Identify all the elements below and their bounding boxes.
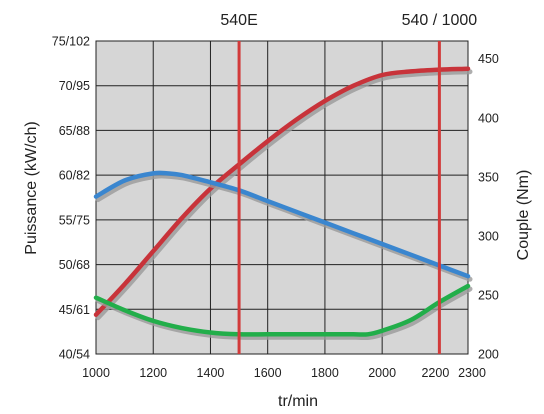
- x-tick-label: 1000: [82, 366, 110, 380]
- series-line-1: [93, 66, 471, 317]
- x-tick-label: 1800: [311, 366, 339, 380]
- series-shadow: [95, 286, 473, 341]
- series-line-3: [93, 283, 471, 337]
- y-right-tick-label: 350: [478, 170, 499, 184]
- y-left-tick-label: 75/102: [52, 35, 90, 49]
- y-left-tick-labels: 40/54 45/61 50/68 55/75 60/82 65/88 70/95 75/10…: [52, 35, 90, 362]
- y-right-tick-labels: 200 250 300 350 400 450: [478, 52, 499, 361]
- y-left-tick-label: 55/75: [59, 213, 90, 227]
- y-left-tick-label: 50/68: [59, 258, 90, 272]
- y-right-tick-label: 300: [478, 229, 499, 243]
- x-tick-label: 2200: [421, 366, 449, 380]
- marker-layer: 540E 540 / 1000: [220, 12, 477, 354]
- x-tick-label: 1400: [197, 366, 225, 380]
- y-right-tick-label: 400: [478, 111, 499, 125]
- y-left-tick-label: 45/61: [59, 303, 90, 317]
- plot-background: [95, 40, 469, 355]
- y-left-tick-label: 65/88: [59, 124, 90, 138]
- series-shadow: [95, 69, 473, 321]
- x-tick-label: 2300: [458, 366, 486, 380]
- y-left-tick-label: 70/95: [59, 79, 90, 93]
- y-right-tick-label: 250: [478, 288, 499, 302]
- x-tick-label: 1200: [139, 366, 167, 380]
- x-axis-title: tr/min: [278, 393, 318, 410]
- y-left-axis-title: Puissance (kW/ch): [23, 121, 40, 254]
- y-left-tick-label: 40/54: [59, 348, 90, 362]
- x-tick-label: 1600: [254, 366, 282, 380]
- x-tick-label: 2000: [368, 366, 396, 380]
- y-right-axis-title: Couple (Nm): [515, 170, 532, 261]
- marker-label-2: 540 / 1000: [402, 12, 478, 29]
- marker-label-1: 540E: [220, 12, 257, 29]
- y-right-tick-label: 200: [478, 348, 499, 362]
- x-tick-labels: 1000 1200 1400 1600 1800 2000 2200 2300: [82, 366, 486, 380]
- y-right-tick-label: 450: [478, 52, 499, 66]
- series-line-2: [93, 170, 471, 279]
- y-left-tick-label: 60/82: [59, 169, 90, 183]
- series-layer: [93, 66, 473, 341]
